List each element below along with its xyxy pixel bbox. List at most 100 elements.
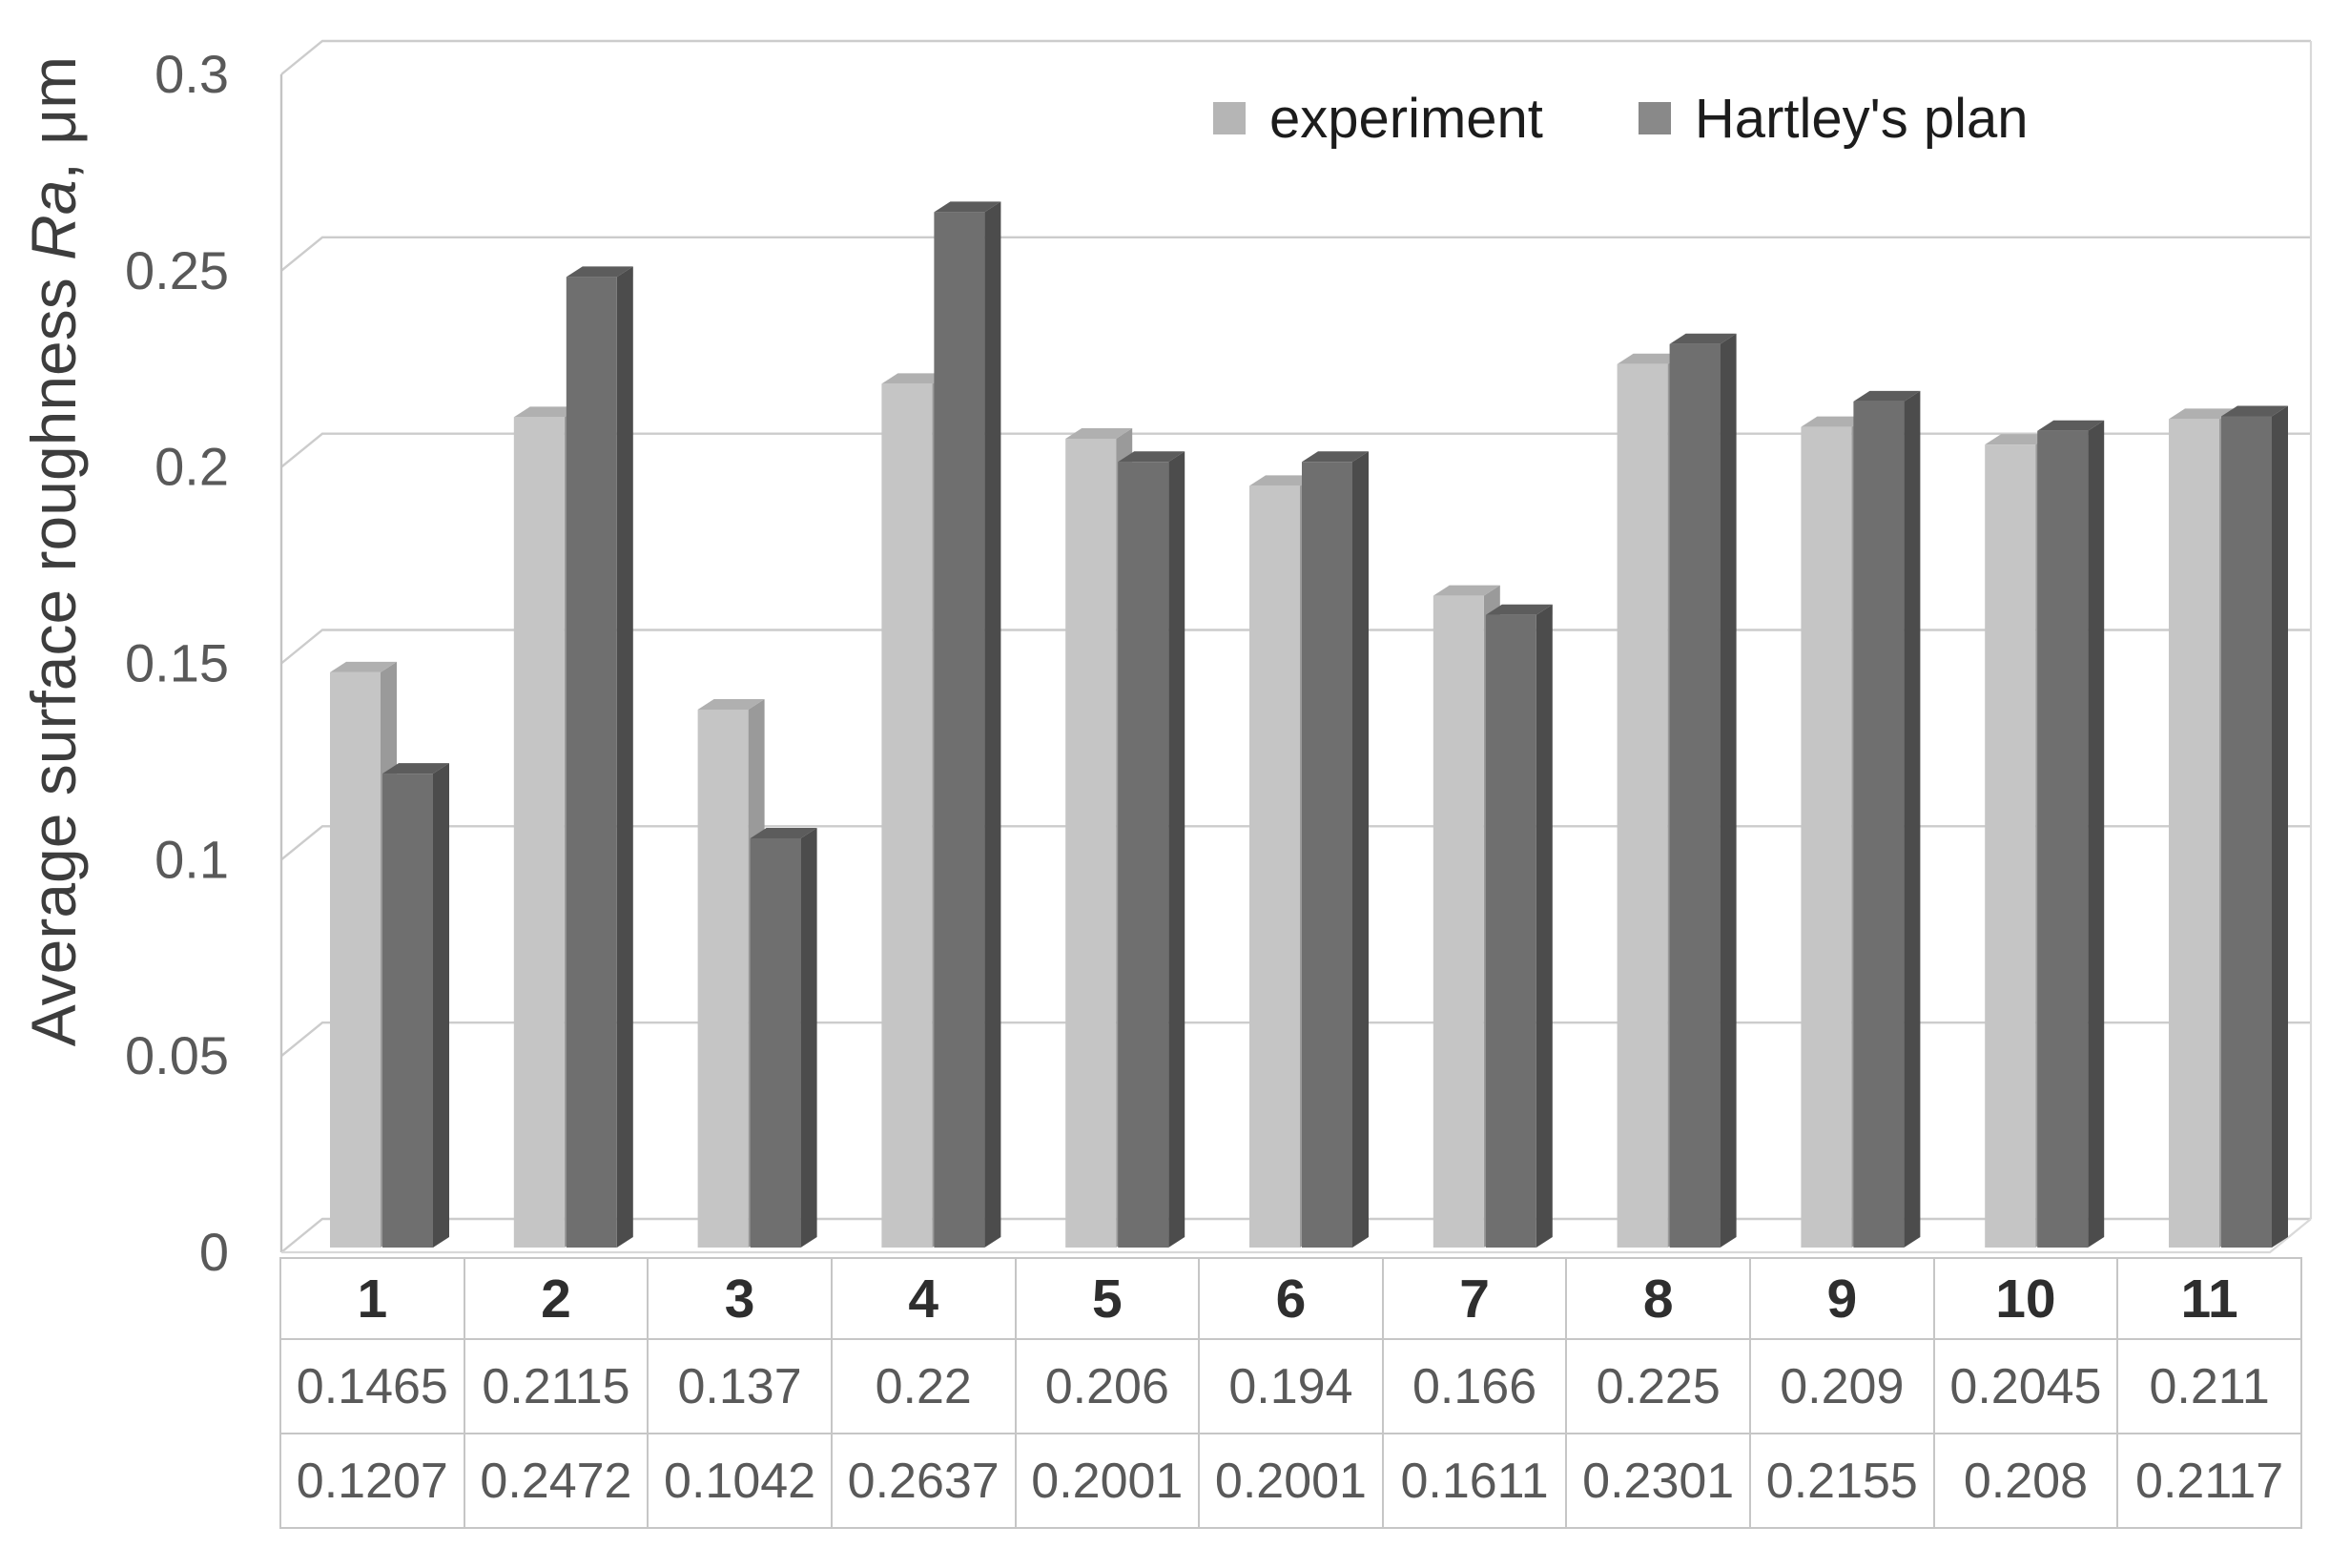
table-cell: 10 xyxy=(1932,1257,2119,1340)
bar-face xyxy=(1352,451,1369,1248)
bar-face xyxy=(1168,451,1185,1248)
bar-hartleys-plan-2 xyxy=(566,266,633,1248)
bar-face xyxy=(1536,604,1553,1248)
bar-face xyxy=(1485,604,1553,615)
table-cell: 0.2001 xyxy=(1198,1433,1384,1529)
bar-face xyxy=(1669,343,1721,1248)
bar-face xyxy=(2221,416,2272,1248)
table-cell: 0.2301 xyxy=(1565,1433,1751,1529)
bar-face xyxy=(1118,462,1169,1248)
legend-item-experiment: experiment xyxy=(1213,87,1543,151)
table-cell: 0.225 xyxy=(1565,1338,1751,1434)
table-cell: 0.2472 xyxy=(463,1433,649,1529)
table-cell: 0.22 xyxy=(830,1338,1017,1434)
table-cell: 8 xyxy=(1565,1257,1751,1340)
bar-face xyxy=(1985,444,2036,1248)
bar-face xyxy=(750,828,817,839)
table-cell: 0.208 xyxy=(1932,1433,2119,1529)
legend-item-hartleys-plan: Hartley's plan xyxy=(1638,87,2028,151)
bar-face xyxy=(2037,420,2105,431)
bar-face xyxy=(1904,390,1921,1248)
bar-face xyxy=(1617,363,1668,1248)
bar-face xyxy=(382,763,449,774)
bar-face xyxy=(1853,401,1905,1248)
table-cell: 0.1207 xyxy=(279,1433,465,1529)
bar-face xyxy=(934,201,1001,213)
floor-front-edge xyxy=(281,1218,2312,1254)
y-tick-label: 0.25 xyxy=(125,240,229,300)
bar-face xyxy=(566,266,633,278)
bar-face xyxy=(2169,408,2236,420)
chart-data-table: 1 2 3 4 5 6 7 8 9 10 11 0.1465 0.2115 0.137 0.22 0.206 0… xyxy=(279,1257,2302,1529)
bar-face xyxy=(433,763,449,1248)
bar-hartleys-plan-6 xyxy=(1302,451,1369,1248)
y-tick-label: 0.15 xyxy=(125,633,229,693)
bar-face xyxy=(330,661,397,672)
bar-hartleys-plan-8 xyxy=(1669,333,1737,1248)
bar-face xyxy=(697,699,765,711)
bar-face xyxy=(750,838,801,1248)
bar-face xyxy=(881,373,949,384)
table-row-experiment: 0.1465 0.2115 0.137 0.22 0.206 0.194 0.166 0.22… xyxy=(279,1338,2302,1434)
table-cell: 9 xyxy=(1749,1257,1935,1340)
bar-face xyxy=(566,277,617,1248)
table-cell: 0.194 xyxy=(1198,1338,1384,1434)
table-cell: 1 xyxy=(279,1257,465,1340)
bar-face xyxy=(984,201,1001,1248)
table-cell: 0.1611 xyxy=(1381,1433,1568,1529)
bar-face xyxy=(1249,485,1300,1248)
table-cell: 0.2155 xyxy=(1749,1433,1935,1529)
table-cell: 0.2115 xyxy=(463,1338,649,1434)
table-cell: 0.2637 xyxy=(830,1433,1017,1529)
bar-face xyxy=(1801,426,1852,1248)
bar-face xyxy=(2272,405,2288,1248)
bar-face xyxy=(1433,595,1484,1248)
bar-face xyxy=(1669,333,1737,344)
bar-hartleys-plan-1 xyxy=(382,763,449,1248)
table-cell: 0.2045 xyxy=(1932,1338,2119,1434)
table-cell: 11 xyxy=(2116,1257,2302,1340)
bar-face xyxy=(1302,462,1352,1248)
table-cell: 0.206 xyxy=(1014,1338,1201,1434)
table-cell: 7 xyxy=(1381,1257,1568,1340)
bar-face xyxy=(1985,434,2052,445)
table-cell: 0.166 xyxy=(1381,1338,1568,1434)
table-cell: 5 xyxy=(1014,1257,1201,1340)
chart-legend: experiment Hartley's plan xyxy=(1213,80,2028,156)
bar-face xyxy=(1853,390,1921,402)
bar-face xyxy=(616,266,633,1248)
bar-face xyxy=(1720,333,1737,1248)
bar-hartleys-plan-11 xyxy=(2221,405,2288,1248)
bar-face xyxy=(2088,420,2105,1248)
bar-face xyxy=(697,710,749,1248)
table-cell: 3 xyxy=(647,1257,833,1340)
bar-face xyxy=(1249,475,1316,486)
gridline xyxy=(280,39,2311,75)
bar-face xyxy=(1065,438,1117,1248)
bar-face xyxy=(2169,419,2219,1248)
table-cell: 0.211 xyxy=(2116,1338,2302,1434)
bar-face xyxy=(513,406,581,418)
bar-face xyxy=(1433,585,1500,596)
bar-face xyxy=(1065,427,1133,439)
table-cell: 0.1465 xyxy=(279,1338,465,1434)
bar-hartleys-plan-5 xyxy=(1118,451,1185,1248)
bar-hartleys-plan-9 xyxy=(1853,390,1921,1248)
bar-hartleys-plan-4 xyxy=(934,201,1001,1248)
table-cell: 6 xyxy=(1198,1257,1384,1340)
table-cell: 2 xyxy=(463,1257,649,1340)
legend-label-experiment: experiment xyxy=(1269,87,1543,150)
table-cell: 4 xyxy=(830,1257,1017,1340)
y-tick-label: 0 xyxy=(199,1222,229,1282)
table-row-categories: 1 2 3 4 5 6 7 8 9 10 11 xyxy=(279,1257,2302,1340)
bar-hartleys-plan-10 xyxy=(2037,420,2105,1248)
legend-swatch-experiment xyxy=(1213,102,1246,134)
bar-face xyxy=(1485,614,1536,1248)
table-cell: 0.2001 xyxy=(1014,1433,1201,1529)
y-tick-label: 0.05 xyxy=(125,1025,229,1085)
bar-face xyxy=(513,417,565,1248)
table-cell: 0.2117 xyxy=(2116,1433,2302,1529)
bar-face xyxy=(881,383,933,1248)
